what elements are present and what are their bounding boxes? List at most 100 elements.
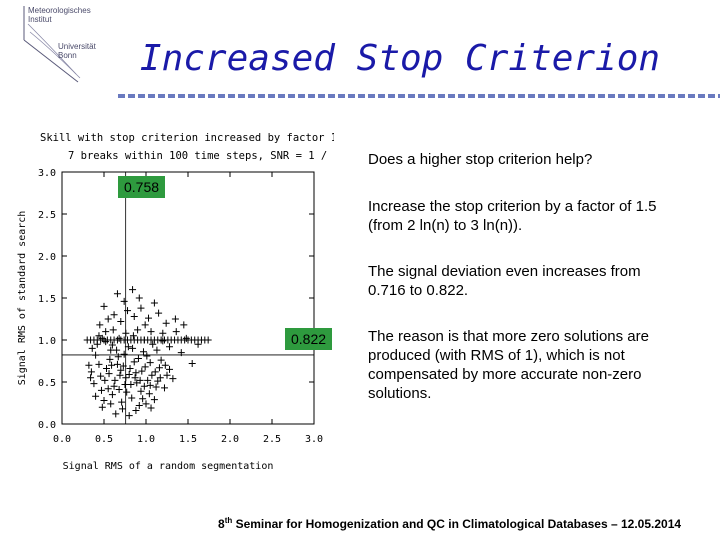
data-point	[95, 360, 103, 368]
text-reason: The reason is that more zero solutions a…	[368, 328, 649, 402]
badge-hline-value: 0.822	[285, 328, 333, 350]
data-point	[145, 314, 153, 322]
data-point	[140, 382, 148, 390]
data-point	[110, 382, 118, 390]
title-divider	[118, 94, 720, 98]
y-tick-label: 0.0	[38, 420, 56, 431]
data-point	[90, 380, 98, 388]
university-logo: Meteorologisches Institut Universität Bo…	[18, 4, 108, 84]
data-point	[97, 386, 105, 394]
x-tick-label: 1.0	[137, 434, 155, 445]
y-tick-label: 2.0	[38, 252, 56, 263]
data-point	[125, 370, 133, 378]
data-point	[119, 362, 127, 370]
data-point	[117, 318, 125, 326]
data-point	[142, 400, 150, 408]
data-point	[150, 299, 158, 307]
data-point	[152, 383, 160, 391]
data-point	[141, 363, 149, 371]
badge-vline-value: 0.758	[118, 176, 166, 198]
data-point	[92, 351, 100, 359]
data-point	[137, 304, 145, 312]
x-tick-label: 0.0	[53, 434, 71, 445]
data-point	[134, 354, 142, 362]
data-point	[108, 391, 116, 399]
data-point	[128, 394, 136, 402]
data-point	[163, 371, 171, 379]
footer-rest: Seminar for Homogenization and QC in Cli…	[232, 517, 682, 531]
data-point	[85, 361, 93, 369]
data-point	[150, 396, 158, 404]
data-point	[153, 346, 161, 354]
data-point	[118, 405, 126, 413]
data-point	[87, 368, 95, 376]
logo-graphic	[23, 6, 81, 83]
data-point	[159, 337, 167, 345]
data-point	[135, 402, 143, 410]
data-point	[134, 326, 142, 334]
data-point	[157, 356, 165, 364]
y-tick-label: 1.0	[38, 336, 56, 347]
data-point	[126, 365, 134, 373]
data-point	[111, 376, 119, 384]
data-point	[180, 321, 188, 329]
data-point	[105, 370, 113, 378]
data-point	[137, 387, 145, 395]
data-point	[97, 372, 105, 380]
data-point	[129, 286, 137, 294]
data-point	[143, 352, 151, 360]
data-point	[177, 349, 185, 357]
data-point	[121, 381, 129, 389]
data-point	[109, 326, 117, 334]
data-point	[146, 381, 154, 389]
x-tick-label: 1.5	[179, 434, 197, 445]
data-point	[120, 350, 128, 358]
data-point	[171, 315, 179, 323]
data-point	[130, 312, 138, 320]
data-point	[110, 311, 118, 319]
data-point	[95, 332, 103, 340]
data-point	[139, 348, 147, 356]
scatter-chart: Skill with stop criterion increased by f…	[17, 132, 334, 472]
data-point	[112, 410, 120, 418]
chart-title: Skill with stop criterion increased by f…	[40, 132, 334, 144]
logo-line4: Bonn	[58, 51, 77, 60]
y-tick-label: 3.0	[38, 168, 56, 179]
data-point	[115, 386, 123, 394]
data-point	[162, 319, 170, 327]
data-point	[131, 374, 139, 382]
data-point	[172, 328, 180, 336]
chart-subtitle: 7 breaks within 100 time steps, SNR = 1 …	[68, 150, 334, 162]
data-point	[130, 358, 138, 366]
data-point	[104, 385, 112, 393]
data-point	[148, 371, 156, 379]
data-point	[149, 340, 157, 348]
data-point	[159, 329, 167, 337]
data-point	[155, 364, 163, 372]
data-point	[102, 338, 110, 346]
data-point	[151, 368, 159, 376]
data-point	[145, 390, 153, 398]
slide-title: Increased Stop Criterion	[139, 38, 661, 79]
data-point	[161, 361, 169, 369]
data-point	[125, 412, 133, 420]
data-point	[104, 315, 112, 323]
data-point	[122, 329, 130, 337]
data-point	[155, 309, 163, 317]
data-point	[87, 374, 95, 382]
data-point	[129, 332, 137, 340]
logo-line2: Institut	[28, 15, 52, 24]
data-point	[146, 359, 154, 367]
data-point	[141, 321, 149, 329]
x-tick-label: 3.0	[305, 434, 323, 445]
x-tick-label: 2.5	[263, 434, 281, 445]
data-point	[117, 366, 125, 374]
x-axis-label: Signal RMS of a random segmentation	[63, 461, 274, 472]
y-tick-label: 2.5	[38, 210, 56, 221]
data-point	[147, 328, 155, 336]
data-point	[122, 374, 130, 382]
data-point	[124, 307, 132, 315]
data-point	[100, 396, 108, 404]
text-question: Does a higher stop criterion help?	[368, 151, 593, 168]
text-increase: Increase the stop criterion by a factor …	[368, 198, 657, 234]
